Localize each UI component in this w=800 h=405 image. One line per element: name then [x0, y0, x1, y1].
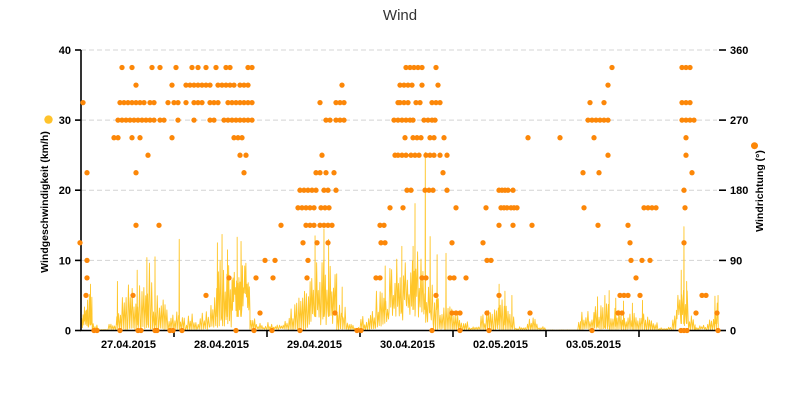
- svg-text:02.05.2015: 02.05.2015: [473, 339, 528, 351]
- svg-text:Windrichtung (°): Windrichtung (°): [754, 150, 766, 232]
- svg-text:90: 90: [730, 255, 742, 267]
- svg-text:03.05.2015: 03.05.2015: [566, 339, 621, 351]
- svg-text:Windgeschwindigkeit (km/h): Windgeschwindigkeit (km/h): [39, 131, 51, 273]
- svg-text:360: 360: [730, 45, 748, 57]
- svg-text:29.04.2015: 29.04.2015: [287, 339, 342, 351]
- svg-text:20: 20: [59, 185, 71, 197]
- svg-text:30.04.2015: 30.04.2015: [380, 339, 435, 351]
- svg-text:0: 0: [730, 326, 736, 338]
- svg-text:0: 0: [65, 326, 71, 338]
- svg-text:10: 10: [59, 255, 71, 267]
- svg-text:Wind: Wind: [383, 7, 417, 24]
- svg-text:270: 270: [730, 115, 748, 127]
- svg-text:180: 180: [730, 185, 748, 197]
- svg-text:30: 30: [59, 115, 71, 127]
- svg-text:28.04.2015: 28.04.2015: [194, 339, 249, 351]
- svg-text:27.04.2015: 27.04.2015: [101, 339, 156, 351]
- svg-text:40: 40: [59, 45, 71, 57]
